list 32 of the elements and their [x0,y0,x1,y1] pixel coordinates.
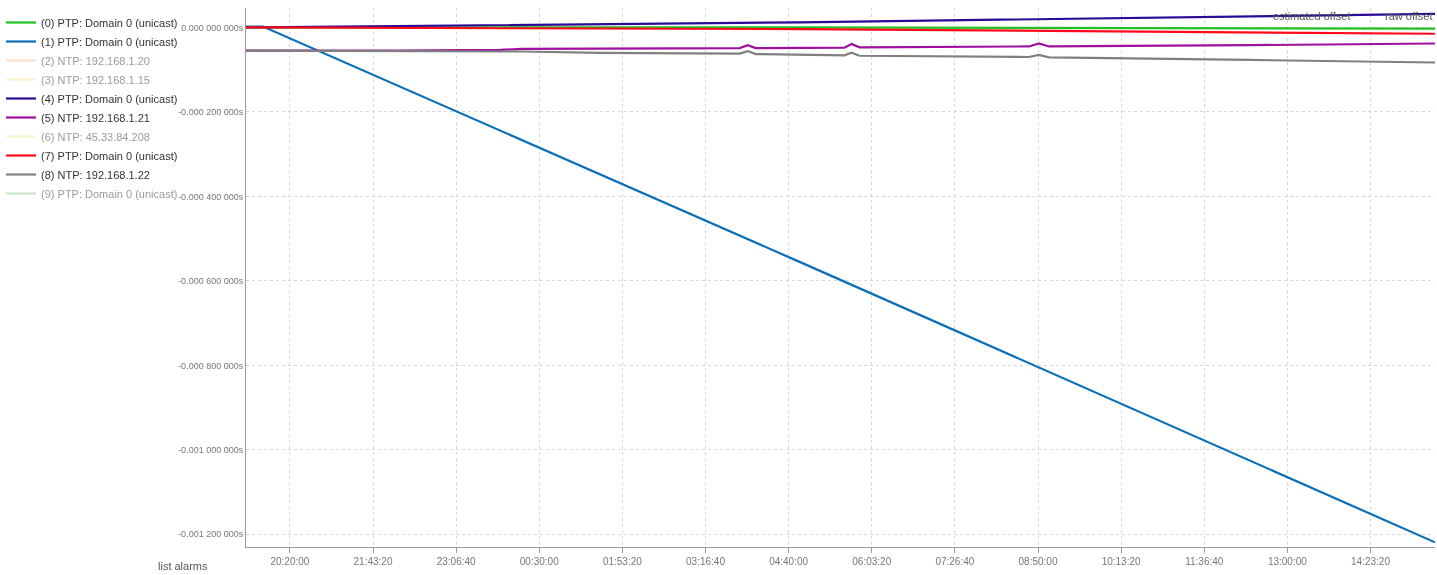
y-tick-label: -0.001 000 000s [178,444,244,455]
x-tick-label: 06:03:20 [852,556,892,567]
y-tick-label: -0.000 800 000s [178,360,244,371]
legend-label: (5) NTP: 192.168.1.21 [41,111,150,124]
legend-label: (0) PTP: Domain 0 (unicast) [41,16,178,29]
legend-label: (3) NTP: 192.168.1.15 [41,73,150,86]
x-tick-label: 21:43:20 [353,556,393,567]
x-tick-label: 14:23:20 [1351,556,1391,567]
x-tick-label: 11:36:40 [1185,556,1224,567]
legend-label: (9) PTP: Domain 0 (unicast) [41,187,178,200]
legend-label: (1) PTP: Domain 0 (unicast) [41,35,178,48]
y-tick-label: -0.001 200 000s [178,529,244,540]
text: list alarms [158,560,209,572]
x-tick-label: 13:00:00 [1267,556,1308,567]
legend-label: (6) NTP: 45.33.84.208 [41,130,150,143]
y-tick-label: -0.000 600 000s [178,276,244,287]
legend-label: (8) NTP: 192.168.1.22 [41,168,150,181]
x-tick-label: 00:30:00 [519,556,560,567]
x-tick-label: 04:40:00 [769,556,809,567]
y-tick-label: 0.000 000 000s [181,22,244,33]
y-tick-label: -0.000 200 000s [178,107,244,118]
y-tick-label: -0.000 400 000s [178,191,244,202]
legend-label: (7) PTP: Domain 0 (unicast) [41,149,178,162]
x-tick-label: 07:26:40 [935,556,975,567]
x-tick-label: 03:16:40 [686,556,726,567]
x-tick-label: 20:20:00 [270,556,310,567]
x-tick-label: 10:13:20 [1101,556,1142,567]
legend-label: (2) NTP: 192.168.1.20 [41,54,150,67]
x-tick-label: 23:06:40 [436,556,477,567]
x-tick-label: 08:50:00 [1018,556,1058,567]
legend-label: (4) PTP: Domain 0 (unicast) [41,92,178,105]
x-tick-label: 01:53:20 [602,556,643,567]
